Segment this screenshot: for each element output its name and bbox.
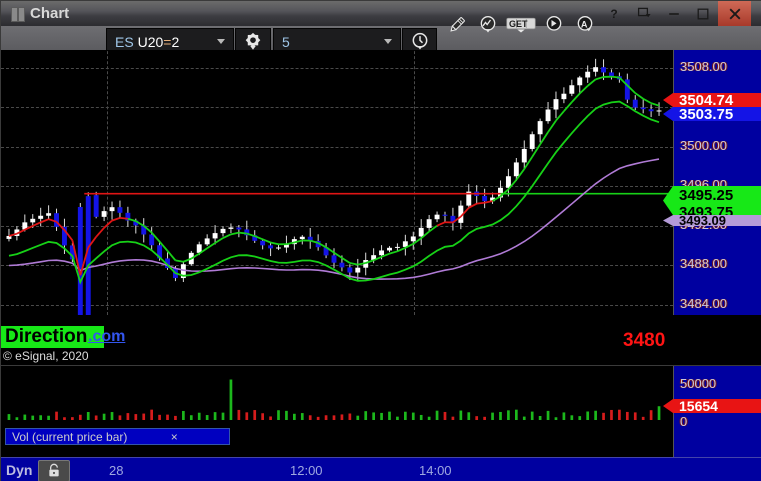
svg-text:GET: GET xyxy=(509,18,528,28)
svg-text:?: ? xyxy=(610,7,617,21)
svg-text:A: A xyxy=(581,19,588,29)
